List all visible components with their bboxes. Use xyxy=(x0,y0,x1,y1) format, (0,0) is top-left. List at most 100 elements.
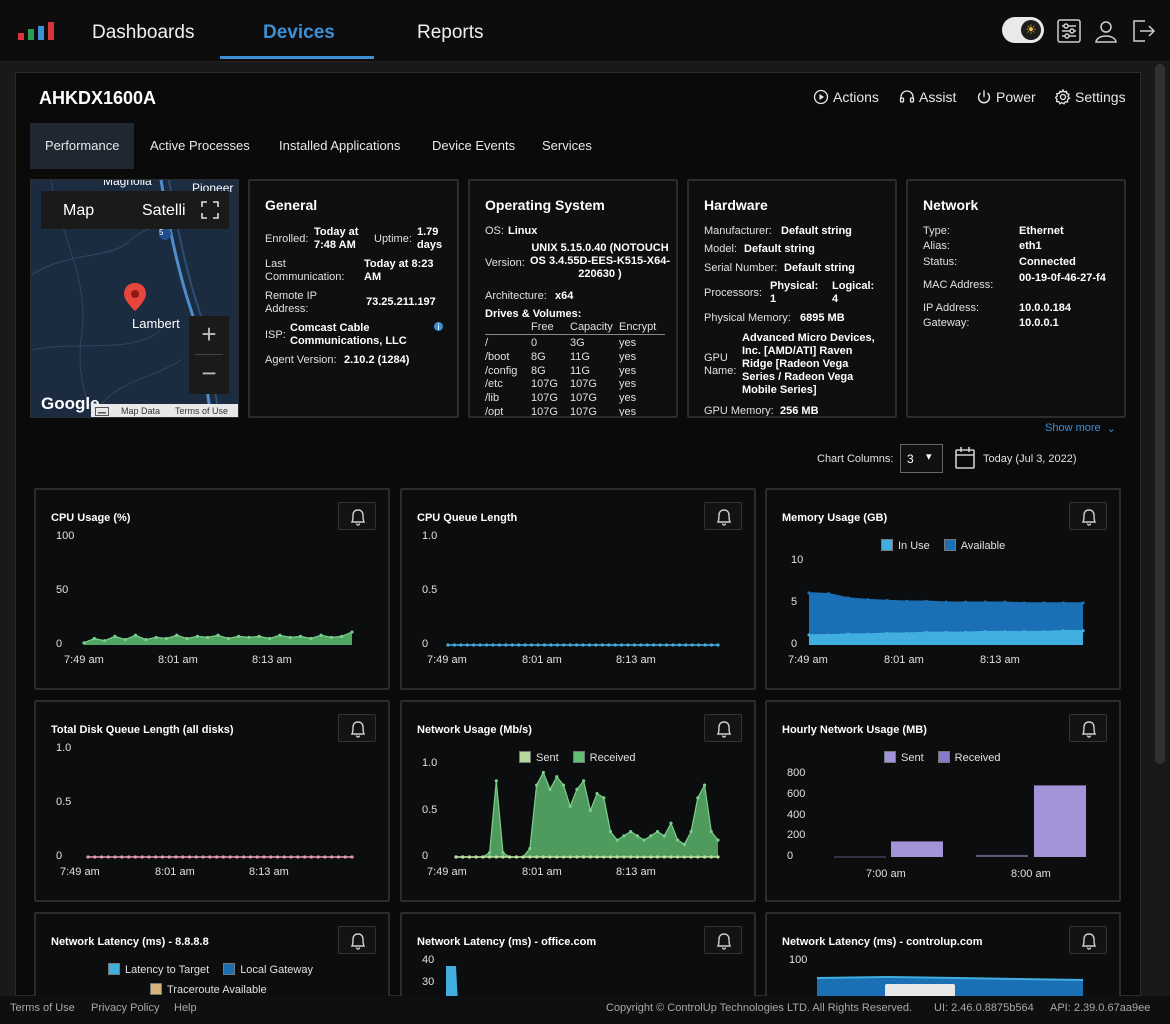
data-point xyxy=(676,855,680,859)
data-point xyxy=(195,634,199,638)
legend-item[interactable]: In Use xyxy=(881,539,930,552)
remote-ip-value: 73.25.211.197 xyxy=(366,296,436,308)
alert-bell-button[interactable] xyxy=(338,926,376,954)
alert-bell-button[interactable] xyxy=(1069,502,1107,530)
alert-bell-button[interactable] xyxy=(704,502,742,530)
help-link[interactable]: Help xyxy=(174,1002,197,1014)
actions-button[interactable]: Actions xyxy=(813,89,879,105)
alert-bell-button[interactable] xyxy=(704,714,742,742)
chart-title: Network Latency (ms) - 8.8.8.8 xyxy=(51,936,209,948)
legend-label: Sent xyxy=(901,752,924,764)
data-point xyxy=(983,600,987,604)
data-point xyxy=(282,855,286,859)
device-location-map[interactable]: 5 Magnolia Pioneer Map Satelli Lambert +… xyxy=(30,179,239,418)
settings-button[interactable]: Settings xyxy=(1055,89,1126,105)
drive-cell: yes xyxy=(619,392,637,405)
data-point xyxy=(905,599,909,603)
terms-of-use-link[interactable]: Terms of Use xyxy=(10,1002,75,1014)
legend-item[interactable]: Sent xyxy=(884,751,924,764)
nav-tab-devices[interactable]: Devices xyxy=(263,22,335,43)
legend-item[interactable]: Received xyxy=(572,751,636,764)
keyboard-icon[interactable] xyxy=(95,407,109,416)
tab-performance[interactable]: Performance xyxy=(30,123,135,169)
legend-item[interactable]: Local Gateway xyxy=(223,963,313,976)
zoom-out-button[interactable]: − xyxy=(201,358,217,388)
legend-item[interactable]: Latency to Target xyxy=(108,963,209,976)
logout-icon[interactable] xyxy=(1130,18,1156,44)
alert-bell-button[interactable] xyxy=(338,502,376,530)
y-axis-tick: 1.0 xyxy=(422,530,438,542)
data-point xyxy=(350,630,354,634)
general-info-card: General Enrolled: Today at 7:48 AM Uptim… xyxy=(248,179,459,418)
legend-swatch xyxy=(881,539,893,551)
data-point xyxy=(267,636,272,641)
x-axis-tick: 8:13 am xyxy=(616,866,656,878)
map-terms-link[interactable]: Terms of Use xyxy=(175,406,229,416)
drives-table-header: Free Capacity Encrypt xyxy=(485,321,665,335)
date-range-label[interactable]: Today (Jul 3, 2022) xyxy=(983,453,1077,465)
data-point xyxy=(866,632,870,636)
user-profile-icon[interactable] xyxy=(1093,18,1119,44)
alert-bell-button[interactable] xyxy=(1069,714,1107,742)
tab-installed-applications[interactable]: Installed Applications xyxy=(279,138,401,153)
alert-bell-button[interactable] xyxy=(1069,926,1107,954)
privacy-policy-link[interactable]: Privacy Policy xyxy=(91,1002,160,1014)
data-point xyxy=(113,634,117,638)
data-point xyxy=(237,634,241,638)
legend-item[interactable]: Available xyxy=(943,539,1005,552)
info-icon[interactable] xyxy=(434,322,443,331)
map-data-link[interactable]: Map Data xyxy=(121,406,161,416)
data-point xyxy=(478,643,482,647)
data-point xyxy=(669,821,673,825)
y-axis-tick: 0.5 xyxy=(422,584,438,596)
show-more-link[interactable]: Show more ⌄ xyxy=(1045,422,1116,435)
data-point xyxy=(690,643,694,647)
fullscreen-icon[interactable] xyxy=(201,201,219,219)
tab-active-processes[interactable]: Active Processes xyxy=(150,138,250,153)
legend-item[interactable]: Sent xyxy=(519,751,559,764)
data-point xyxy=(481,855,485,859)
zoom-in-button[interactable]: + xyxy=(201,319,217,349)
alert-bell-button[interactable] xyxy=(338,714,376,742)
alert-bell-button[interactable] xyxy=(704,926,742,954)
chart-title: Network Usage (Mb/s) xyxy=(417,724,532,736)
drive-cell: yes xyxy=(619,350,637,363)
chart-title: Network Latency (ms) - controlup.com xyxy=(782,936,983,948)
map-pin-icon[interactable] xyxy=(124,283,146,311)
data-point xyxy=(99,855,104,859)
latency-google-dns-chart: Network Latency (ms) - 8.8.8.8 Latency t… xyxy=(34,912,390,1002)
chart-plot-area xyxy=(446,643,720,647)
serial-number-label: Serial Number: xyxy=(704,262,778,274)
drive-cell: 8G xyxy=(531,350,546,363)
bell-icon xyxy=(1081,509,1097,526)
nav-tab-dashboards[interactable]: Dashboards xyxy=(92,22,195,43)
theme-toggle[interactable]: ☀ xyxy=(1002,17,1044,43)
last-communication-label: Last Communication: xyxy=(265,258,345,283)
preferences-icon[interactable] xyxy=(1056,18,1082,44)
data-point xyxy=(588,808,592,813)
tab-services[interactable]: Services xyxy=(542,138,592,153)
physical-memory-value: 6895 MB xyxy=(800,312,845,324)
chart-columns-select[interactable]: 3 ▾ xyxy=(900,444,943,473)
data-point xyxy=(652,643,656,647)
assist-button[interactable]: Assist xyxy=(899,89,956,105)
data-point xyxy=(716,855,720,859)
calendar-icon[interactable] xyxy=(955,447,975,469)
power-button[interactable]: Power xyxy=(976,89,1036,105)
uptime-label: Uptime: xyxy=(374,233,412,245)
os-card-title: Operating System xyxy=(485,197,605,213)
satellite-view-button[interactable]: Satelli xyxy=(142,202,186,219)
data-point xyxy=(555,643,559,647)
data-point xyxy=(716,643,720,647)
map-view-button[interactable]: Map xyxy=(63,202,95,219)
data-point xyxy=(517,643,521,647)
legend-item[interactable]: Traceroute Available xyxy=(150,983,267,996)
page-scrollbar[interactable] xyxy=(1155,64,1165,764)
google-logo: Google xyxy=(41,394,100,413)
data-point xyxy=(82,641,86,645)
nav-tab-reports[interactable]: Reports xyxy=(417,22,484,43)
data-point xyxy=(709,855,713,859)
tab-device-events[interactable]: Device Events xyxy=(432,138,516,153)
legend-item[interactable]: Received xyxy=(937,751,1001,764)
series-area xyxy=(809,592,1083,635)
